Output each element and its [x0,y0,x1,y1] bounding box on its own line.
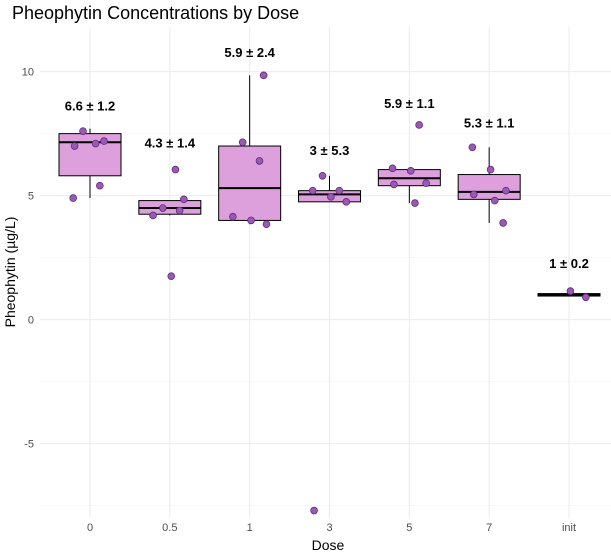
data-point [310,506,318,515]
data-point [149,211,157,220]
chart-title: Pheophytin Concentrations by Dose [12,3,299,23]
data-point [180,195,188,204]
data-point [581,293,590,302]
data-point [390,180,398,189]
box-0.5 [138,200,202,216]
data-point [70,142,79,150]
data-point [91,139,100,148]
data-point [255,157,264,165]
data-point [469,190,478,199]
data-point [175,206,184,215]
y-tick-label: 0 [28,315,34,327]
box-iqr [58,133,122,177]
y-axis-ticks: -5 0 5 10 [22,67,34,451]
data-point [229,212,237,221]
data-point [388,164,397,173]
data-point [502,186,510,195]
box-7 [457,147,521,223]
data-point [159,204,167,212]
x-tick-label: 5 [406,522,412,534]
data-point [327,193,335,201]
box-iqr [218,145,282,221]
plot-grid [40,27,611,518]
mean-sd-label: 5.9 ± 2.4 [224,45,275,60]
mean-sd-label: 5.9 ± 1.1 [384,96,435,111]
data-point [171,165,180,174]
data-point [262,220,271,228]
x-tick-label: 0 [87,522,93,534]
box-1 [218,75,282,225]
mean-sd-label: 5.3 ± 1.1 [464,116,515,131]
data-point [69,194,77,202]
data-point [415,121,423,129]
box-iqr [457,174,521,200]
data-point [308,186,317,195]
mean-sd-label: 3 ± 5.3 [310,143,350,158]
data-point [238,138,247,147]
data-point [100,137,108,145]
data-point [499,219,507,227]
annotation-layer: 6.6 ± 1.2 4.3 ± 1.4 5.9 ± 2.4 3 ± 5.3 5.9 ± … [65,45,589,271]
data-point [411,199,419,207]
data-point [79,127,87,135]
mean-sd-label: 4.3 ± 1.4 [145,136,196,151]
data-point [566,287,575,295]
data-point [406,167,415,175]
box-0 [58,128,122,199]
x-tick-label: init [562,522,576,534]
x-tick-label: 3 [326,522,332,534]
data-point [342,198,351,206]
x-tick-label: 7 [486,522,492,534]
data-point [167,272,176,281]
data-point [247,216,255,225]
x-tick-label: 1 [247,522,253,534]
box-5 [377,169,441,204]
y-tick-label: 10 [22,67,34,79]
data-point [468,143,477,152]
data-point [259,71,268,80]
data-point [490,196,499,205]
mean-sd-label: 1 ± 0.2 [549,256,589,271]
y-tick-label: 5 [28,191,34,203]
x-axis-ticks: 0 0.5 1 3 5 7 init [87,522,576,534]
point-layer [69,71,590,515]
data-point [96,181,104,190]
data-point [335,186,344,195]
data-point [486,165,495,174]
mean-sd-label: 6.6 ± 1.2 [65,98,116,113]
x-axis-title: Dose [312,537,345,553]
y-tick-label: -5 [24,439,34,451]
y-axis-title: Pheophytin (µg/L) [2,217,18,328]
data-point [318,171,327,180]
x-tick-label: 0.5 [162,522,177,534]
data-point [422,179,430,188]
